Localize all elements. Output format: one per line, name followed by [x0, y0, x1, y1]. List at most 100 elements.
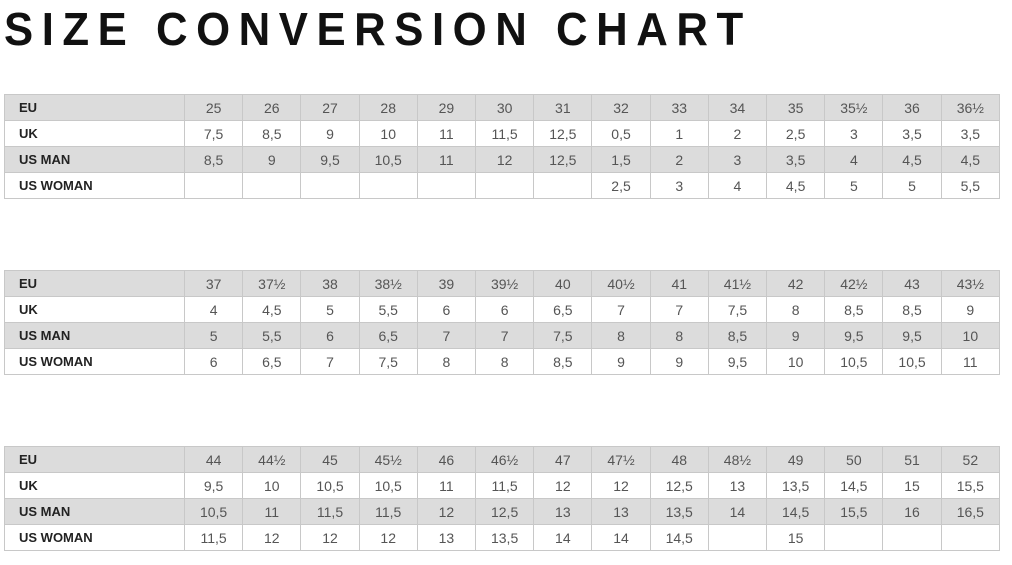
size-cell: 10,5 — [824, 348, 884, 375]
size-cell — [940, 524, 1001, 551]
row-us-woman: US WOMAN 6 6,5 7 7,5 8 8 8,5 9 9 9,5 10 10,5 10,5 11 — [4, 348, 1001, 375]
size-cell: 6 — [183, 348, 244, 375]
size-cell: 11 — [416, 120, 477, 147]
size-cell: 13 — [533, 498, 593, 525]
size-cell: 2 — [707, 120, 768, 147]
size-cell: 12,5 — [649, 472, 709, 499]
row-label: US MAN — [4, 146, 185, 173]
size-cell: 28 — [358, 94, 418, 121]
size-cell: 5 — [300, 296, 360, 323]
size-cell: 8 — [649, 322, 709, 349]
size-cell: 8,5 — [183, 146, 244, 173]
row-us-man: US MAN 5 5,5 6 6,5 7 7 7,5 8 8 8,5 9 9,5 9,5 10 — [4, 322, 1001, 349]
size-cell: 15 — [766, 524, 826, 551]
size-cell: 31 — [533, 94, 593, 121]
size-cell: 9 — [591, 348, 651, 375]
size-cell: 42 — [766, 270, 826, 297]
size-cell: 14,5 — [766, 498, 826, 525]
size-cell: 9,5 — [824, 322, 884, 349]
size-cell: 51 — [882, 446, 942, 473]
size-cell: 12,5 — [533, 146, 593, 173]
size-cell: 9,5 — [707, 348, 768, 375]
size-cell: 9 — [242, 146, 302, 173]
size-cell: 6 — [300, 322, 360, 349]
size-cell: 2,5 — [591, 172, 651, 199]
size-cell: 35 — [766, 94, 826, 121]
size-cell: 12 — [591, 472, 651, 499]
size-cell: 12 — [533, 472, 593, 499]
row-uk: UK 9,5 10 10,5 10,5 11 11,5 12 12 12,5 13 13,5 14,5 1… — [4, 472, 1001, 499]
size-cell — [707, 524, 768, 551]
size-table-1: EU 25 26 27 28 29 30 31 32 33 34 35 35½ 36 36½ UK 7,5 8,5… — [4, 94, 1001, 199]
size-cell: 7,5 — [183, 120, 244, 147]
size-cell: 5 — [824, 172, 884, 199]
size-cell: 48½ — [707, 446, 768, 473]
size-cell: 7 — [591, 296, 651, 323]
size-cell: 3,5 — [882, 120, 942, 147]
size-cell — [358, 172, 418, 199]
size-cell: 4,5 — [242, 296, 302, 323]
size-cell: 8 — [591, 322, 651, 349]
row-label: UK — [4, 120, 185, 147]
size-table-3: EU 44 44½ 45 45½ 46 46½ 47 47½ 48 48½ 49 50 51 52 UK 9,5… — [4, 446, 1001, 551]
size-cell: 13 — [591, 498, 651, 525]
size-cell: 0,5 — [591, 120, 651, 147]
size-cell: 47½ — [591, 446, 651, 473]
size-cell: 7 — [475, 322, 535, 349]
size-cell: 9,5 — [882, 322, 942, 349]
size-cell: 10,5 — [882, 348, 942, 375]
size-cell: 10,5 — [300, 472, 360, 499]
size-cell: 10 — [940, 322, 1001, 349]
size-cell: 40½ — [591, 270, 651, 297]
row-label: EU — [4, 446, 185, 473]
size-cell: 4 — [707, 172, 768, 199]
size-cell: 7,5 — [358, 348, 418, 375]
row-label: EU — [4, 94, 185, 121]
row-eu: EU 37 37½ 38 38½ 39 39½ 40 40½ 41 41½ 42 42½ 43 43½ — [4, 270, 1001, 297]
row-label: US MAN — [4, 322, 185, 349]
size-cell: 14,5 — [649, 524, 709, 551]
size-cell: 16 — [882, 498, 942, 525]
size-cell: 11 — [416, 472, 477, 499]
size-cell: 5,5 — [358, 296, 418, 323]
size-cell: 3,5 — [766, 146, 826, 173]
size-cell: 41 — [649, 270, 709, 297]
size-cell: 11,5 — [475, 120, 535, 147]
size-cell: 7,5 — [533, 322, 593, 349]
size-cell: 16,5 — [940, 498, 1001, 525]
size-cell: 9,5 — [183, 472, 244, 499]
size-cell: 11 — [242, 498, 302, 525]
size-cell: 2 — [649, 146, 709, 173]
size-cell: 3 — [824, 120, 884, 147]
row-label: US WOMAN — [4, 524, 185, 551]
row-us-man: US MAN 8,5 9 9,5 10,5 11 12 12,5 1,5 2 3 3,5 4 4,5 4,5 — [4, 146, 1001, 173]
size-cell: 4,5 — [766, 172, 826, 199]
size-cell: 11,5 — [358, 498, 418, 525]
size-cell: 8,5 — [533, 348, 593, 375]
size-cell: 46 — [416, 446, 477, 473]
size-cell: 6,5 — [242, 348, 302, 375]
size-cell: 5,5 — [940, 172, 1001, 199]
size-cell: 12,5 — [475, 498, 535, 525]
size-cell: 46½ — [475, 446, 535, 473]
size-cell: 10 — [766, 348, 826, 375]
size-cell: 4 — [183, 296, 244, 323]
row-uk: UK 4 4,5 5 5,5 6 6 6,5 7 7 7,5 8 8,5 8,5 9 — [4, 296, 1001, 323]
size-cell: 9 — [300, 120, 360, 147]
size-cell: 10 — [358, 120, 418, 147]
row-uk: UK 7,5 8,5 9 10 11 11,5 12,5 0,5 1 2 2,5 3 3,5 3,5 — [4, 120, 1001, 147]
size-cell: 42½ — [824, 270, 884, 297]
row-label: US WOMAN — [4, 348, 185, 375]
size-cell — [183, 172, 244, 199]
size-cell: 5,5 — [242, 322, 302, 349]
row-label: UK — [4, 472, 185, 499]
row-us-woman: US WOMAN 11,5 12 12 12 13 13,5 14 14 14,5 15 — [4, 524, 1001, 551]
size-cell: 15,5 — [824, 498, 884, 525]
size-cell: 11,5 — [300, 498, 360, 525]
size-cell: 3 — [649, 172, 709, 199]
size-cell: 8,5 — [242, 120, 302, 147]
size-cell: 48 — [649, 446, 709, 473]
row-eu: EU 44 44½ 45 45½ 46 46½ 47 47½ 48 48½ 49 50 51 52 — [4, 446, 1001, 473]
size-cell: 12 — [358, 524, 418, 551]
size-cell: 6 — [475, 296, 535, 323]
